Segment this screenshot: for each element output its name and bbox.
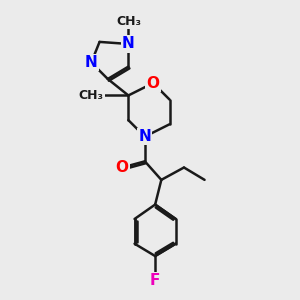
Text: N: N (122, 37, 135, 52)
Text: O: O (147, 76, 160, 91)
Text: F: F (150, 273, 160, 288)
Text: N: N (85, 55, 98, 70)
Text: CH₃: CH₃ (79, 89, 104, 102)
Text: CH₃: CH₃ (116, 15, 141, 28)
Text: N: N (139, 129, 151, 144)
Text: O: O (116, 160, 129, 175)
